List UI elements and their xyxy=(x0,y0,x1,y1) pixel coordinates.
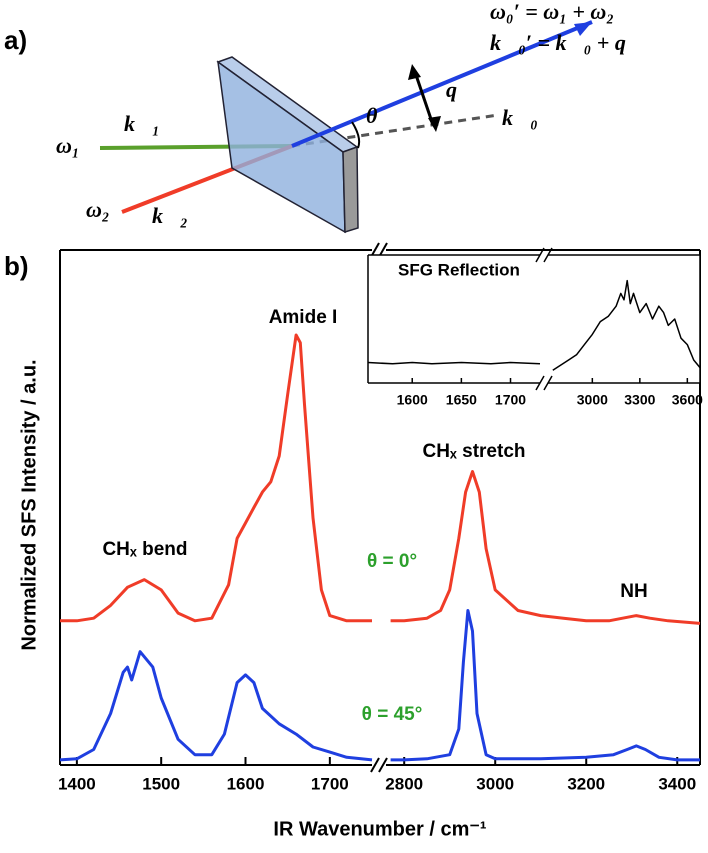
q-arrow xyxy=(413,71,435,126)
x-tick-label: 1400 xyxy=(58,774,96,793)
x-tick-label: 1500 xyxy=(142,774,180,793)
annotation: θ = 45° xyxy=(362,704,423,725)
arrowhead xyxy=(574,22,592,36)
k2: k⃗₂ xyxy=(152,203,188,228)
inset-title: SFG Reflection xyxy=(398,260,520,279)
x-tick-label: 3000 xyxy=(476,774,514,793)
spectrum-line xyxy=(59,609,700,762)
beam-out xyxy=(291,20,593,148)
axis-break xyxy=(370,757,380,773)
annotation: NH xyxy=(620,581,647,602)
slab-side xyxy=(342,145,359,234)
axis-break xyxy=(535,375,545,391)
x-tick-label: 1600 xyxy=(397,392,428,408)
x-tick-label: 1700 xyxy=(495,392,526,408)
omega1: ω₁ xyxy=(56,133,80,158)
annotation: θ = 0° xyxy=(367,551,417,572)
spectrum-line xyxy=(367,279,701,371)
diagram: a) ω₁ k⃗₁ ω₂ k⃗₂ θ q⃗ k⃗₀ ω₀′ = ω₁ + ω₂ … xyxy=(4,0,643,234)
y-axis-label: Normalized SFS Intensity / a.u. xyxy=(18,359,40,650)
x-tick-label: 3000 xyxy=(577,392,608,408)
panel-label: b) xyxy=(4,251,29,281)
x-tick-label: 3200 xyxy=(567,774,605,793)
equation: ω₀′ = ω₁ + ω₂ xyxy=(490,0,614,24)
spectrum-line xyxy=(60,333,701,625)
x-tick-label: 2800 xyxy=(385,774,423,793)
theta-arc xyxy=(351,121,361,149)
slab-front xyxy=(217,60,346,234)
x-tick-label: 1650 xyxy=(446,392,477,408)
x-tick-label: 3600 xyxy=(672,392,703,408)
axis-break xyxy=(535,247,545,263)
x-axis-label: IR Wavenumber / cm⁻¹ xyxy=(273,818,487,840)
annotation: CHₓ bend xyxy=(102,539,187,560)
x-tick-label: 1600 xyxy=(227,774,265,793)
panel-label: a) xyxy=(4,25,27,55)
inset-background xyxy=(368,255,700,383)
x-tick-label: 1700 xyxy=(311,774,349,793)
annotation: Amide I xyxy=(269,307,338,328)
axis-break xyxy=(378,757,388,773)
axis-break xyxy=(543,247,553,263)
annotation: CHₓ stretch xyxy=(422,441,525,462)
k1: k⃗₁ xyxy=(124,111,160,136)
equation: k⃗₀′ = k⃗₀ + q⃗ xyxy=(490,30,643,55)
axis-break xyxy=(543,375,553,391)
arrowhead xyxy=(428,116,441,132)
q: q⃗ xyxy=(446,77,474,102)
theta: θ xyxy=(366,103,378,128)
k0: k⃗₀ xyxy=(502,105,538,130)
x-tick-label: 3300 xyxy=(624,392,655,408)
omega2: ω₂ xyxy=(86,197,110,222)
arrowhead xyxy=(408,64,421,80)
x-tick-label: 3400 xyxy=(658,774,696,793)
